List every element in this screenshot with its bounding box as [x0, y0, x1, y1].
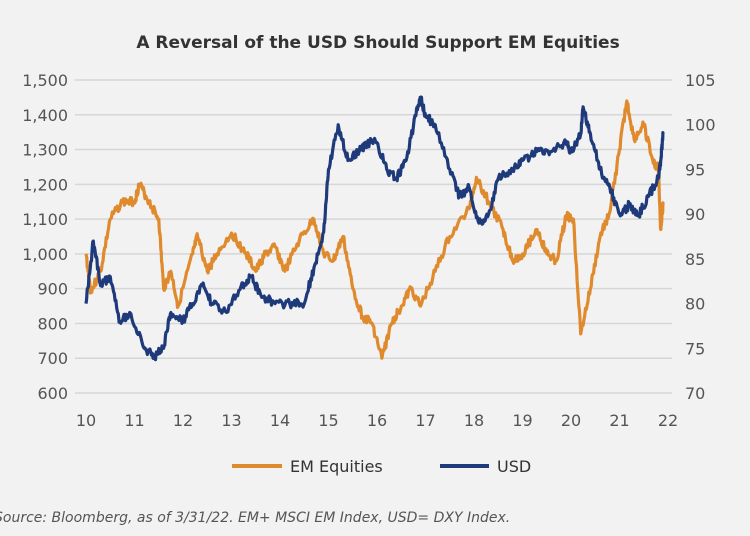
y-left-tick-label: 1,500: [22, 71, 68, 90]
y-right-tick-label: 90: [685, 205, 705, 224]
x-tick-label: 10: [76, 411, 96, 430]
x-tick-label: 20: [561, 411, 581, 430]
x-tick-label: 19: [512, 411, 532, 430]
x-tick-label: 16: [367, 411, 387, 430]
legend-label-em-equities: EM Equities: [290, 457, 383, 476]
y-left-tick-label: 1,200: [22, 175, 68, 194]
legend: EM Equities USD: [232, 457, 531, 476]
x-tick-label: 18: [464, 411, 484, 430]
y-left-tick-label: 1,300: [22, 141, 68, 160]
y-left-tick-label: 700: [37, 349, 68, 368]
y-left-tick-label: 1,400: [22, 106, 68, 125]
y-left-tick-label: 800: [37, 314, 68, 333]
x-tick-label: 12: [173, 411, 193, 430]
x-tick-label: 14: [270, 411, 290, 430]
series-line-usd: [84, 95, 665, 362]
y-right-tick-label: 105: [685, 71, 716, 90]
series-line-em-equities: [84, 99, 665, 360]
y-left-tick-label: 1,000: [22, 245, 68, 264]
x-tick-label: 22: [658, 411, 678, 430]
x-tick-label: 15: [318, 411, 338, 430]
y-right-tick-label: 75: [685, 339, 705, 358]
legend-label-usd: USD: [497, 457, 531, 476]
x-tick-label: 21: [609, 411, 629, 430]
x-tick-label: 17: [415, 411, 435, 430]
x-tick-label: 11: [124, 411, 144, 430]
y-left-tick-label: 600: [37, 384, 68, 403]
y-left-tick-label: 900: [37, 280, 68, 299]
source-note: Source: Bloomberg, as of 3/31/22. EM+ MS…: [0, 510, 510, 526]
y-right-tick-label: 100: [685, 116, 716, 135]
y-right-tick-label: 95: [685, 160, 705, 179]
y-right-tick-label: 80: [685, 295, 705, 314]
chart-title: A Reversal of the USD Should Support EM …: [136, 33, 619, 53]
y-right-tick-label: 70: [685, 384, 705, 403]
y-left-tick-label: 1,100: [22, 210, 68, 229]
y-right-tick-label: 85: [685, 250, 705, 269]
x-tick-label: 13: [221, 411, 241, 430]
